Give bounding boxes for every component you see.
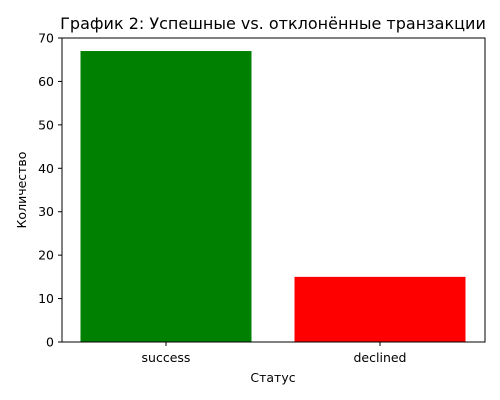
- y-tick-label: 20: [38, 248, 54, 263]
- x-tick-label: success: [142, 350, 191, 365]
- x-axis-ticks: success declined: [142, 342, 407, 365]
- bars: [80, 51, 466, 343]
- y-tick-label: 50: [38, 117, 54, 132]
- chart-title: График 2: Успешные vs. отклонённые транз…: [60, 14, 486, 33]
- y-tick-label: 70: [38, 31, 54, 46]
- y-axis-label: Количество: [14, 152, 29, 229]
- y-tick-label: 30: [38, 204, 54, 219]
- bar-success: [80, 51, 252, 343]
- x-axis-label: Статус: [250, 370, 295, 385]
- y-tick-label: 40: [38, 161, 54, 176]
- y-tick-label: 10: [38, 291, 54, 306]
- y-axis-ticks: 0 10 20 30 40 50 60 70: [38, 31, 62, 350]
- plot-frame: [61, 37, 486, 343]
- y-tick-label: 60: [38, 74, 54, 89]
- x-tick-label: declined: [354, 350, 407, 365]
- bar-declined: [294, 276, 466, 342]
- y-tick-label: 0: [46, 335, 54, 350]
